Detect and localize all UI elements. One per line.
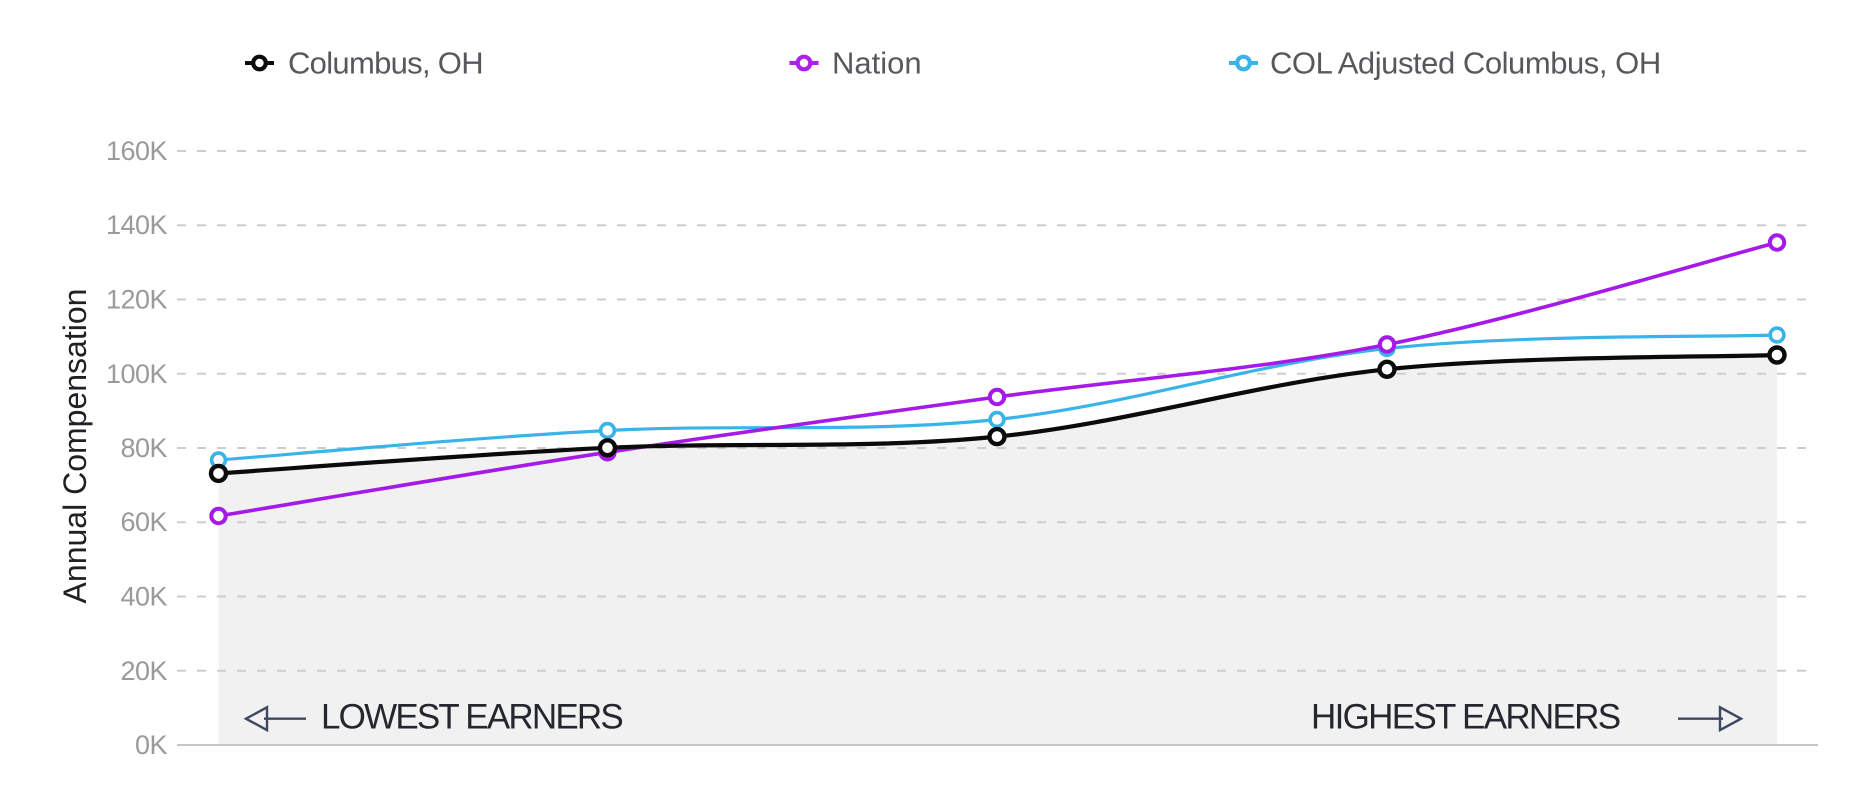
svg-text:Columbus, OH: Columbus, OH (288, 46, 483, 81)
svg-text:Annual Compensation: Annual Compensation (57, 289, 93, 604)
svg-text:COL Adjusted Columbus, OH: COL Adjusted Columbus, OH (1270, 46, 1661, 81)
svg-text:20K: 20K (120, 656, 167, 686)
svg-text:100K: 100K (106, 359, 168, 389)
svg-text:0K: 0K (135, 730, 168, 760)
svg-text:HIGHEST EARNERS: HIGHEST EARNERS (1311, 697, 1620, 736)
svg-text:Nation: Nation (832, 46, 922, 81)
svg-text:60K: 60K (120, 507, 167, 537)
svg-text:160K: 160K (106, 136, 168, 166)
svg-text:80K: 80K (120, 433, 167, 463)
svg-text:140K: 140K (106, 210, 168, 240)
svg-text:LOWEST EARNERS: LOWEST EARNERS (321, 697, 622, 736)
svg-text:120K: 120K (106, 285, 168, 315)
svg-text:40K: 40K (120, 582, 167, 612)
